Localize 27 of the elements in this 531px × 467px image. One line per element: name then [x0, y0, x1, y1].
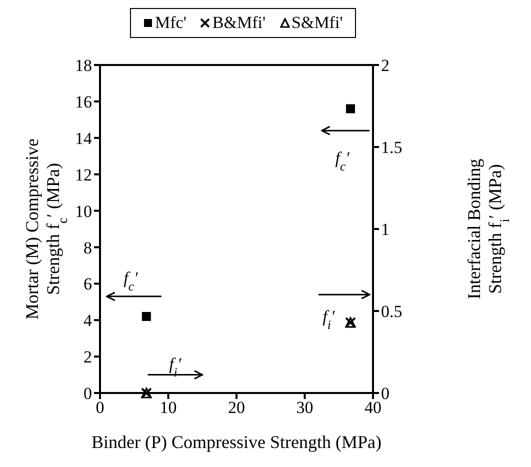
y-tick-label: 12	[75, 165, 92, 184]
y-tick-label: 10	[75, 202, 92, 221]
x-axis-title: Binder (P) Compressive Strength (MPa)	[92, 432, 382, 452]
y2-tick-label: 1.5	[381, 138, 402, 158]
y-tick-label: 4	[84, 311, 92, 330]
legend-label: Mfc'	[155, 13, 186, 33]
y2-tick-label: 1	[381, 220, 390, 240]
x-tick-label: 40	[364, 398, 382, 418]
y-tick-label: 16	[75, 92, 92, 112]
legend-label: B&Mfi'	[212, 13, 266, 33]
x-tick-label: 20	[228, 398, 245, 418]
x-tick-label: 0	[96, 398, 104, 418]
x-tick-label: 10	[160, 398, 177, 418]
y-tick-label: 2	[84, 348, 92, 367]
y-tick-label: 18	[75, 56, 92, 76]
x-tick-label: 30	[296, 398, 314, 418]
annotation: f$_{i}$′	[322, 306, 335, 332]
y-tick-label: 14	[75, 128, 92, 148]
y-tick-label: 8	[84, 238, 92, 258]
y-tick-label: 0	[84, 384, 92, 404]
y2-tick-label: 0	[381, 384, 390, 404]
annotation: f$_{c}$′	[124, 268, 138, 294]
y2-tick-label: 0.5	[381, 302, 402, 322]
annotation: f$_{c}$′	[335, 148, 350, 174]
y2-tick-label: 2	[381, 56, 390, 76]
legend-label: S&Mfi'	[292, 13, 343, 33]
y-tick-label: 6	[84, 274, 92, 294]
